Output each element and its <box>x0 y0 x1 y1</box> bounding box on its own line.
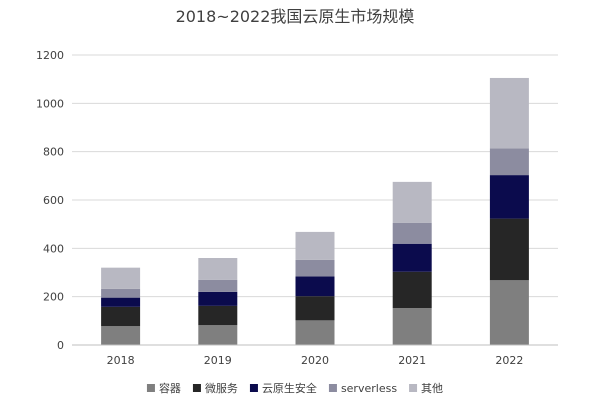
bar-segment-2020-3 <box>295 259 335 277</box>
x-tick-label: 2020 <box>301 354 329 367</box>
y-tick-label: 0 <box>57 339 64 352</box>
bar-segment-2018-3 <box>101 288 141 298</box>
bar-segment-2022-2 <box>489 175 529 219</box>
legend-item: 云原生安全 <box>249 381 317 395</box>
legend-item: 容器 <box>146 381 181 395</box>
bar-segment-2022-1 <box>489 218 529 281</box>
legend-label: 其他 <box>421 382 443 395</box>
legend-item: 微服务 <box>192 381 238 395</box>
y-tick-label: 400 <box>43 242 64 255</box>
x-tick-label: 2021 <box>398 354 426 367</box>
bar-stack-2018 <box>101 267 141 345</box>
bar-segment-2019-1 <box>198 305 238 326</box>
legend-label: 云原生安全 <box>262 381 317 395</box>
x-axis: 2018 2019 2020 2021 2022 <box>72 344 558 367</box>
x-tick-label: 2019 <box>204 354 232 367</box>
bar-stack-2021 <box>392 181 432 345</box>
bar-segment-2019-0 <box>198 325 238 345</box>
bar-segment-2020-4 <box>295 231 335 260</box>
legend-label: 容器 <box>159 381 181 395</box>
bar-segment-2018-0 <box>101 326 141 345</box>
legend-label: serverless <box>341 382 397 395</box>
y-tick-label: 200 <box>43 291 64 304</box>
x-tick-label: 2022 <box>495 354 523 367</box>
y-tick-label: 1000 <box>36 97 64 110</box>
y-axis: 0 200 400 600 800 1000 1200 <box>36 49 64 352</box>
legend-swatch <box>409 384 418 392</box>
x-tick-label: 2018 <box>107 354 135 367</box>
y-tick-label: 600 <box>43 194 64 207</box>
bar-segment-2018-2 <box>101 297 141 307</box>
y-tick-label: 1200 <box>36 49 64 62</box>
bar-segment-2021-2 <box>392 243 432 272</box>
bar-segment-2020-0 <box>295 320 335 345</box>
bar-segment-2020-1 <box>295 296 335 321</box>
legend-swatch <box>249 384 258 392</box>
bar-segment-2018-1 <box>101 306 141 327</box>
bar-stack-2019 <box>198 258 238 345</box>
bar-stack-2022 <box>489 77 529 345</box>
bar-segment-2022-0 <box>489 280 529 345</box>
bar-segment-2019-4 <box>198 258 238 280</box>
legend-item: 其他 <box>409 382 443 395</box>
legend-item: serverless <box>328 382 397 395</box>
chart-title: 2018~2022我国云原生市场规模 <box>176 7 415 26</box>
bar-segment-2021-4 <box>392 181 432 223</box>
bar-segment-2019-3 <box>198 279 238 292</box>
legend-swatch <box>146 384 155 392</box>
bar-segment-2022-4 <box>489 77 529 149</box>
legend-swatch <box>192 384 201 392</box>
bar-segment-2021-1 <box>392 271 432 309</box>
bar-segment-2020-2 <box>295 276 335 297</box>
bar-segment-2019-2 <box>198 291 238 306</box>
legend-swatch <box>328 384 337 392</box>
bars <box>101 77 529 345</box>
bar-segment-2021-0 <box>392 308 432 345</box>
legend-label: 微服务 <box>205 381 238 395</box>
y-tick-label: 800 <box>43 146 64 159</box>
bar-segment-2018-4 <box>101 267 141 289</box>
bar-stack-2020 <box>295 231 335 345</box>
bar-segment-2021-3 <box>392 222 432 244</box>
legend: 容器 微服务 云原生安全 serverless 其他 <box>146 381 443 395</box>
bar-segment-2022-3 <box>489 148 529 176</box>
